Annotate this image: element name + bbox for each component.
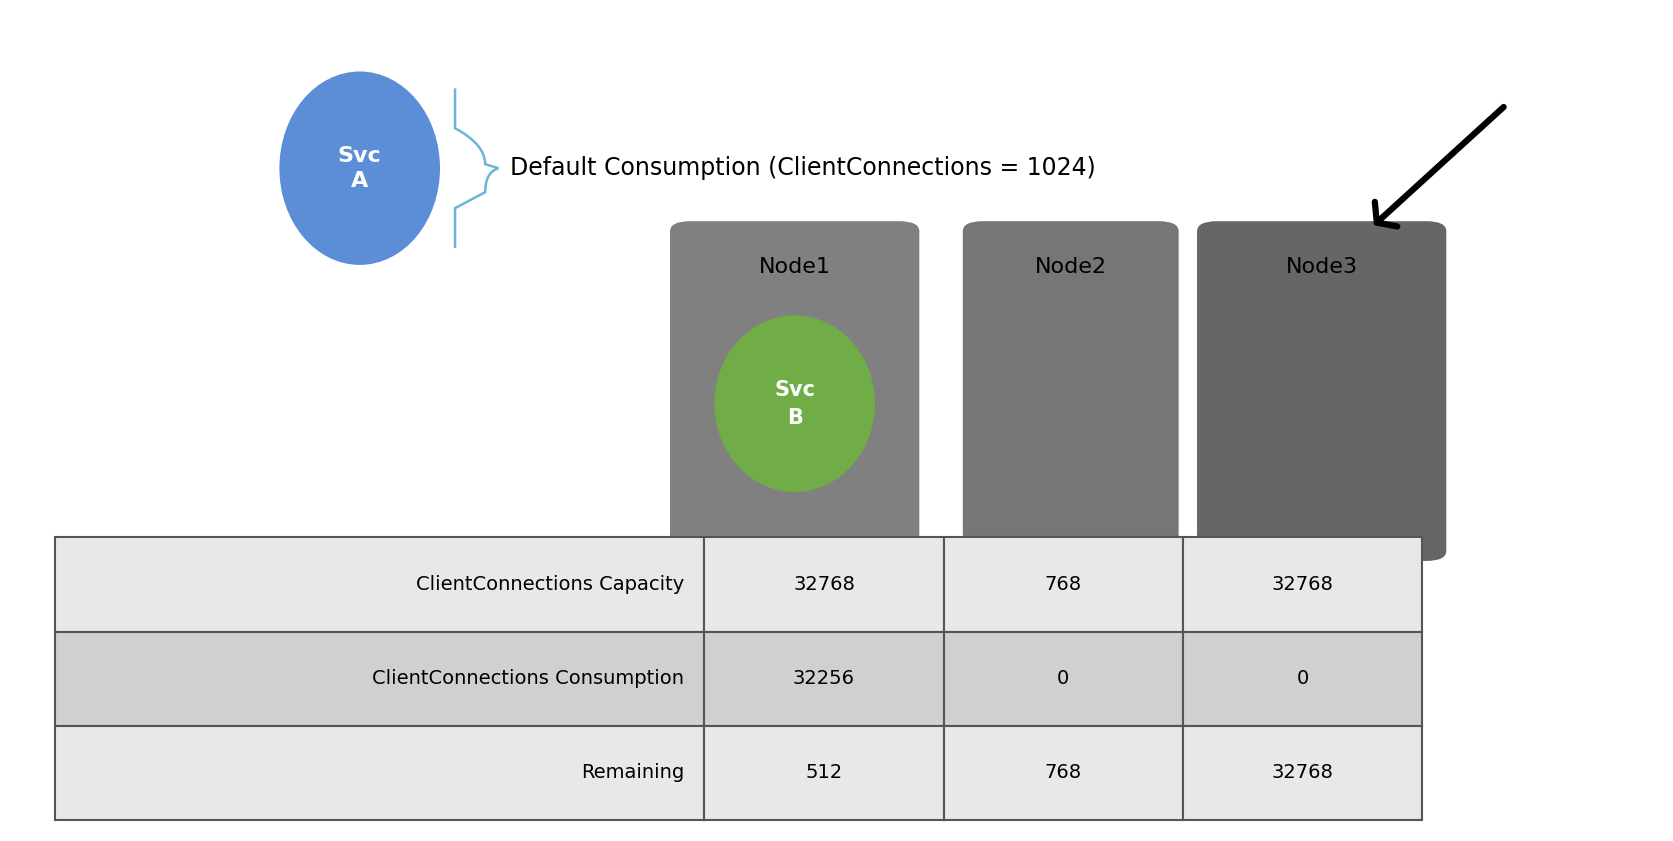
Text: 32768: 32768 [1271, 575, 1333, 594]
Bar [1183, 726, 1422, 820]
Bar [55, 632, 704, 726]
Text: Default Consumption (ClientConnections = 1024): Default Consumption (ClientConnections =… [510, 156, 1096, 180]
Bar [704, 726, 944, 820]
Text: Node1: Node1 [758, 257, 831, 277]
Text: Node3: Node3 [1285, 257, 1358, 277]
Text: Node2: Node2 [1034, 257, 1108, 277]
Bar [944, 726, 1183, 820]
Text: 768: 768 [1044, 575, 1082, 594]
Text: 512: 512 [805, 764, 843, 782]
Text: 32768: 32768 [1271, 764, 1333, 782]
Bar [704, 632, 944, 726]
Bar [1183, 632, 1422, 726]
Bar [55, 537, 704, 632]
Text: ClientConnections Capacity: ClientConnections Capacity [417, 575, 684, 594]
Bar [944, 632, 1183, 726]
Bar [1183, 537, 1422, 632]
Bar [944, 537, 1183, 632]
Ellipse shape [279, 71, 440, 265]
Text: Svc
A: Svc A [338, 145, 381, 191]
Text: 0: 0 [1297, 669, 1308, 688]
FancyBboxPatch shape [669, 221, 920, 561]
Text: 0: 0 [1057, 669, 1069, 688]
Ellipse shape [714, 315, 875, 492]
Text: 32768: 32768 [793, 575, 855, 594]
Text: Svc
B: Svc B [775, 379, 815, 428]
Text: Remaining: Remaining [581, 764, 684, 782]
Bar [55, 726, 704, 820]
FancyBboxPatch shape [964, 221, 1178, 561]
FancyBboxPatch shape [1196, 221, 1445, 561]
Text: ClientConnections Consumption: ClientConnections Consumption [373, 669, 684, 688]
Text: 768: 768 [1044, 764, 1082, 782]
Bar [704, 537, 944, 632]
Text: 32256: 32256 [793, 669, 855, 688]
